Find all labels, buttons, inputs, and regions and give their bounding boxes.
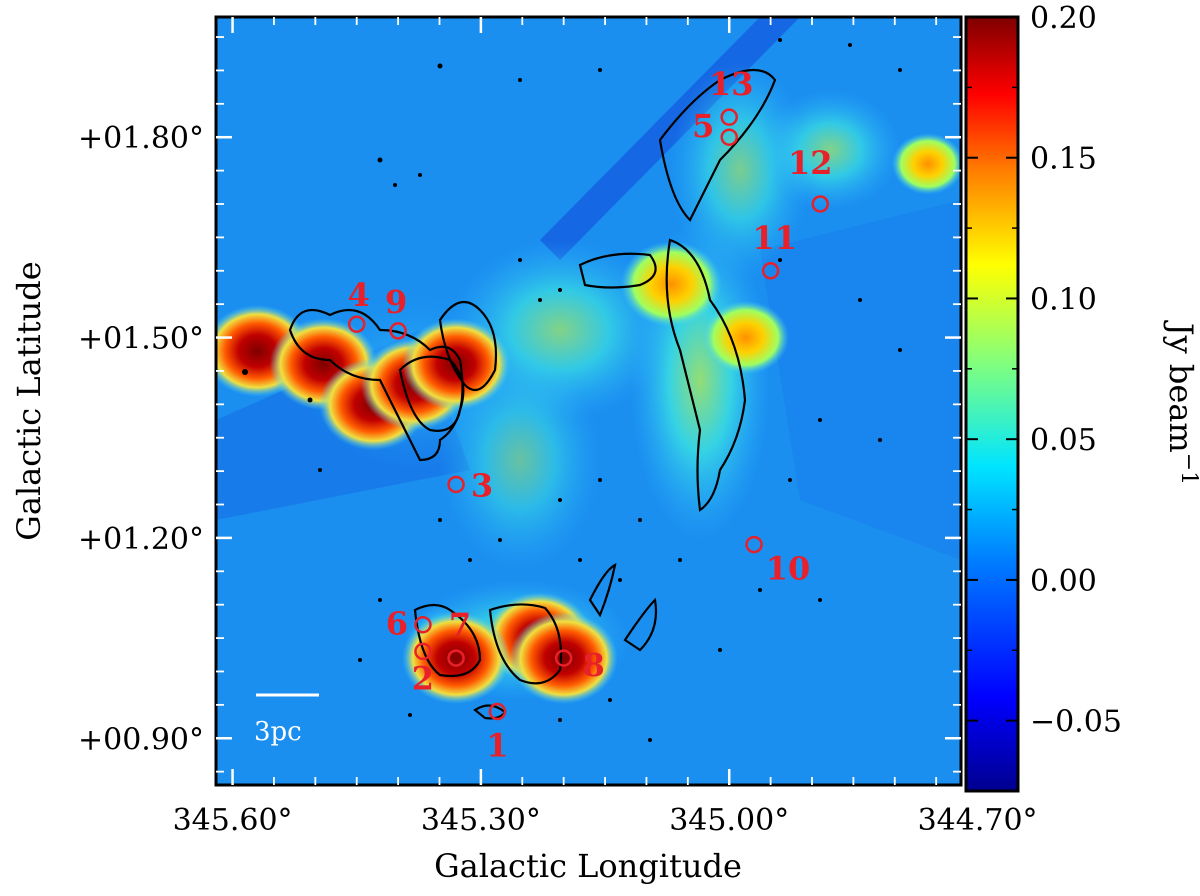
colorbar-tick-label: 0.20 (1030, 1, 1097, 36)
emission-peak-7 (702, 300, 789, 375)
colorbar-tick-label: 0.15 (1030, 142, 1097, 177)
colorbar: 0.20 0.15 0.10 0.05 0.00 −0.05 Jy beam−1 (964, 1, 1200, 793)
source-label-8: 8 (583, 646, 605, 684)
map-frame (214, 15, 963, 787)
source-label-11: 11 (752, 219, 797, 257)
y-axis-label: Galactic Latitude (10, 261, 48, 540)
emission-peak-8 (891, 133, 961, 195)
diffuse-emission (760, 90, 900, 210)
emission-peaks (216, 133, 961, 705)
colorbar-tick-label: 0.00 (1030, 564, 1097, 599)
negative-region-east (760, 200, 961, 560)
emission-peak-11 (402, 612, 511, 705)
colorbar-ticks: 0.20 0.15 0.10 0.05 0.00 −0.05 (966, 1, 1122, 792)
source-label-1: 1 (486, 727, 508, 765)
contour (413, 603, 482, 678)
source-label-13: 13 (709, 65, 754, 103)
contour (578, 252, 657, 289)
compact-sources (242, 38, 902, 742)
contour (438, 300, 498, 392)
colorbar-tick-label: 0.05 (1030, 423, 1097, 458)
source-label-3: 3 (471, 466, 493, 504)
y-tick-label: +00.90° (78, 722, 204, 757)
emission-peak-10 (509, 612, 618, 705)
source-marker-1 (488, 702, 507, 721)
colorbar-label-text: Jy beam (1162, 320, 1200, 453)
contour (623, 597, 658, 652)
source-marker-12 (811, 195, 830, 213)
source-label-2: 2 (412, 659, 434, 697)
source-marker-11 (761, 262, 780, 280)
source-label-12: 12 (788, 144, 833, 182)
source-label-9: 9 (385, 283, 407, 321)
x-axis: 345.60° 345.30° 345.00° 344.70° (173, 17, 1038, 838)
source-marker-5 (720, 128, 738, 146)
contour (398, 355, 465, 432)
colorbar-label: Jy beam−1 (1162, 320, 1200, 485)
source-label-10: 10 (766, 550, 811, 588)
scale-bar-label: 3pc (254, 717, 302, 747)
colorbar-ramp (964, 15, 1020, 793)
x-tick-label: 345.30° (421, 803, 541, 838)
source-marker-7 (447, 649, 465, 667)
colorbar-tick-label: −0.05 (1030, 705, 1122, 740)
x-axis-label: Galactic Longitude (434, 847, 742, 885)
y-axis: +00.90° +01.20° +01.50° +01.80° (78, 121, 961, 757)
source-marker-6 (414, 615, 432, 634)
x-tick-label: 344.70° (918, 803, 1038, 838)
contour (588, 563, 617, 618)
colorbar-label-exponent: −1 (1176, 453, 1200, 485)
contour (488, 603, 563, 685)
contours (288, 69, 777, 720)
source-marker-2 (414, 642, 432, 661)
source-marker-8 (554, 649, 573, 667)
x-tick-label: 345.00° (669, 803, 789, 838)
source-label-4: 4 (348, 276, 370, 314)
source-marker-10 (745, 535, 763, 554)
source-label-6: 6 (386, 605, 408, 643)
y-tick-label: +01.50° (78, 322, 204, 357)
source-marker-9 (389, 322, 407, 340)
x-tick-label: 345.60° (173, 803, 293, 838)
y-tick-label: +01.80° (78, 121, 204, 156)
contour (658, 69, 777, 222)
y-tick-label: +01.20° (78, 522, 204, 557)
source-marker-4 (347, 315, 366, 333)
source-label-7: 7 (449, 606, 471, 644)
contour (665, 238, 747, 512)
source-marker-13 (720, 108, 738, 126)
source-label-5: 5 (692, 107, 714, 145)
colorbar-tick-label: 0.10 (1030, 282, 1097, 317)
source-marker-3 (447, 475, 465, 494)
